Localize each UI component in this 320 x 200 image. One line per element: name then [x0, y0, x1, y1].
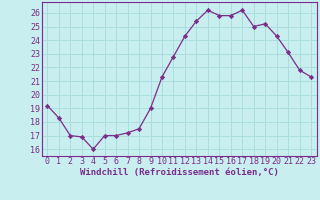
X-axis label: Windchill (Refroidissement éolien,°C): Windchill (Refroidissement éolien,°C) [80, 168, 279, 177]
